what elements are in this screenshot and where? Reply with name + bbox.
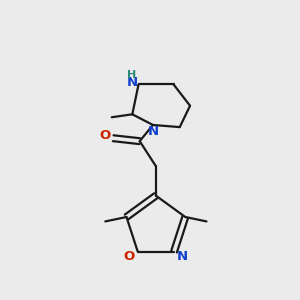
Text: N: N [147,125,158,138]
Text: O: O [124,250,135,263]
Text: N: N [127,76,138,89]
Text: N: N [177,250,188,263]
Text: O: O [99,129,111,142]
Text: H: H [128,70,137,80]
